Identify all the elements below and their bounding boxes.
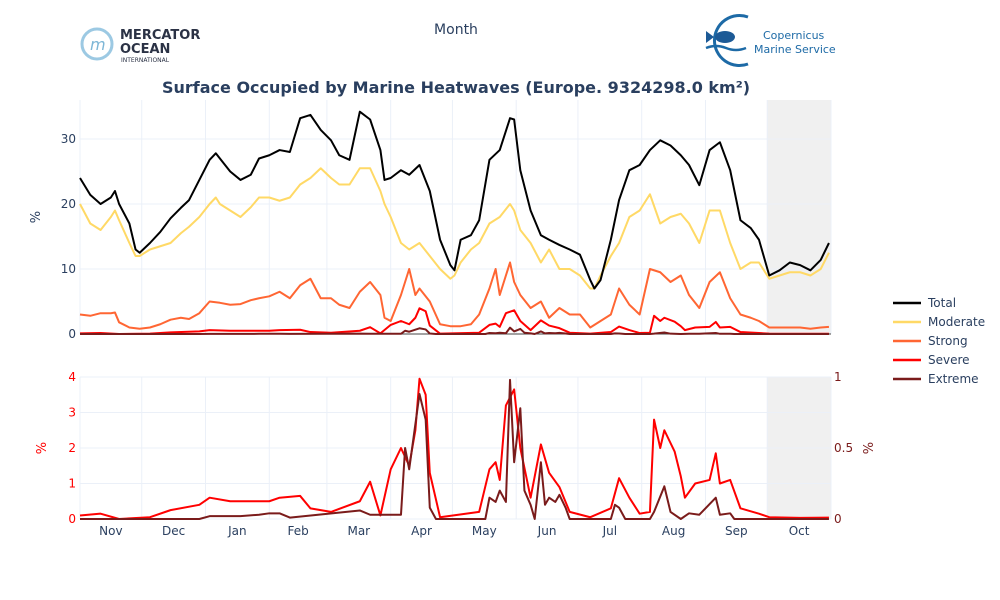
x-tick-label: Oct <box>789 524 810 538</box>
x-tick-label: Mar <box>347 524 370 538</box>
y-axis-label-right: % <box>862 442 877 454</box>
series-line-extreme-bottom <box>80 378 829 520</box>
x-tick-label: Sep <box>725 524 748 538</box>
x-tick-label: Apr <box>411 524 432 538</box>
logo-text: MERCATOR <box>120 28 200 43</box>
legend: Total Moderate Strong Severe Extreme <box>893 296 985 386</box>
y-tick-label: 10 <box>61 262 76 276</box>
y-tick-label: 30 <box>61 132 76 146</box>
y-tick-label-left: 0 <box>68 512 76 526</box>
logo-text: OCEAN <box>120 42 170 57</box>
x-tick-label: Feb <box>287 524 308 538</box>
legend-label-severe: Severe <box>928 353 970 367</box>
logo-text: Marine Service <box>754 43 836 56</box>
y-tick-label-left: 1 <box>68 477 76 491</box>
logo-text: INTERNATIONAL <box>121 57 170 64</box>
y-axis-label: % <box>29 211 44 223</box>
y-tick-label-left: 2 <box>68 441 76 455</box>
x-tick-label: Aug <box>662 524 685 538</box>
series-line-extreme-top <box>80 326 829 335</box>
y-tick-label-left: 4 <box>68 370 76 384</box>
x-tick-label: May <box>472 524 497 538</box>
y-tick-label-right: 1 <box>834 370 842 384</box>
series-line-total-top <box>79 110 830 290</box>
y-tick-label-right: 0 <box>834 512 842 526</box>
x-tick-label: Jan <box>227 524 247 538</box>
fish-icon <box>715 31 735 43</box>
logo-text: Copernicus <box>763 29 825 42</box>
x-tick-label: Jun <box>537 524 557 538</box>
series-line-severe-top <box>79 307 829 335</box>
x-tick-label: Dec <box>162 524 185 538</box>
y-tick-label-left: 3 <box>68 406 76 420</box>
svg-text:m: m <box>90 35 106 54</box>
y-axis-label-left: % <box>35 442 50 454</box>
series-line-moderate-top <box>79 167 830 290</box>
x-tick-label: Nov <box>99 524 122 538</box>
x-tick-label: Jul <box>602 524 617 538</box>
legend-label-total: Total <box>927 296 956 310</box>
y-tick-label: 20 <box>61 197 76 211</box>
x-axis-title: Month <box>434 22 478 38</box>
series-line-strong-top <box>79 261 830 330</box>
copernicus-marine-logo: Copernicus Marine Service <box>705 14 836 67</box>
legend-label-moderate: Moderate <box>928 315 985 329</box>
chart-title: Surface Occupied by Marine Heatwaves (Eu… <box>162 78 750 97</box>
series-line-severe-bottom <box>79 377 829 520</box>
legend-label-strong: Strong <box>928 334 968 348</box>
y-tick-label-right: 0.5 <box>834 441 853 455</box>
shaded-period <box>767 100 831 334</box>
legend-label-extreme: Extreme <box>928 372 979 386</box>
y-tick-label: 0 <box>68 327 76 341</box>
mercator-ocean-logo: m MERCATOR OCEAN INTERNATIONAL <box>80 27 200 64</box>
